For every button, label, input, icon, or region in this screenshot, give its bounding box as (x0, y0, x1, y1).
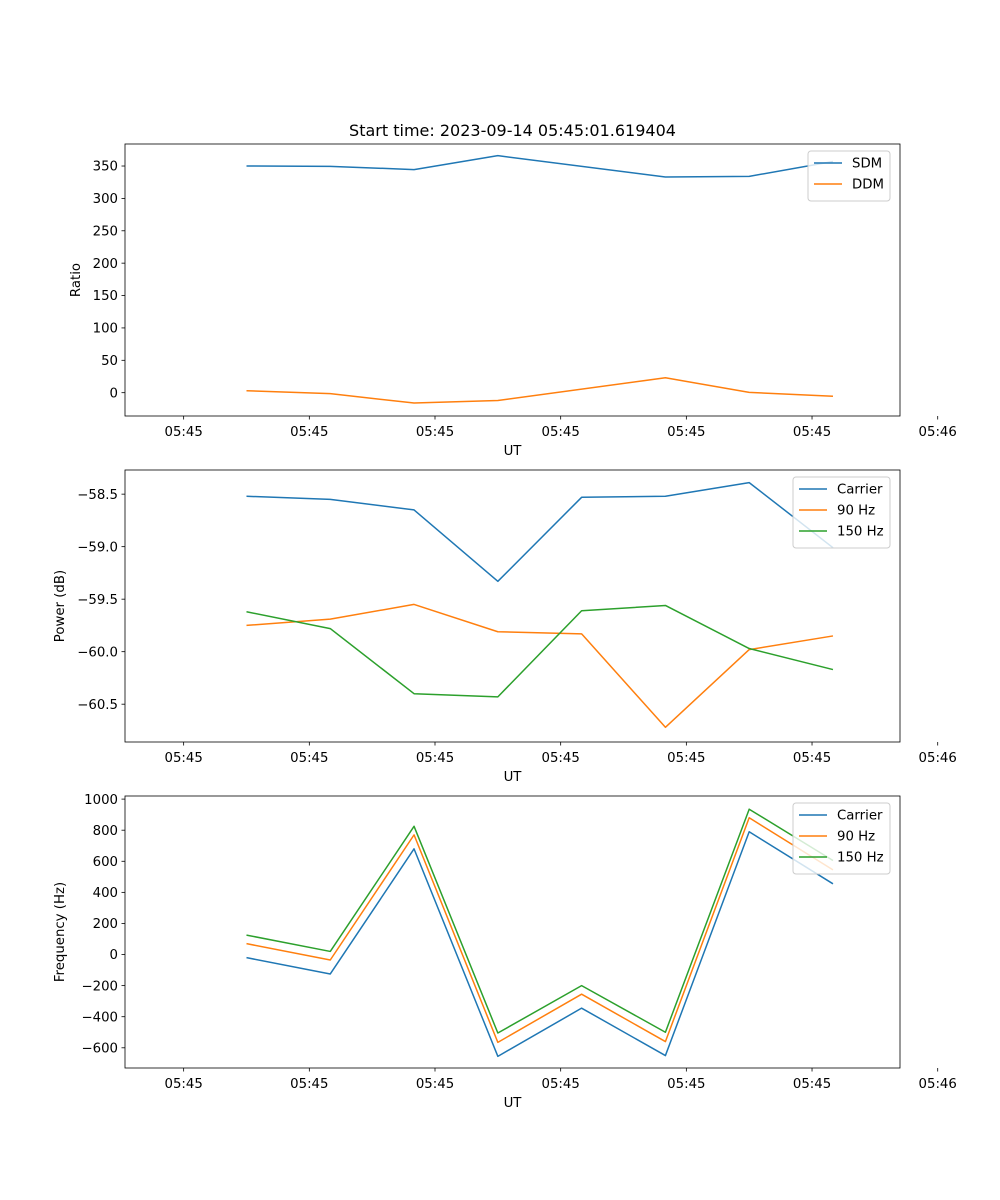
y-tick-label: 0 (110, 386, 118, 401)
x-tick-label: 05:45 (793, 425, 831, 440)
y-tick-label: 400 (93, 886, 118, 901)
x-tick-label: 05:45 (290, 1077, 328, 1092)
y-tick-label: 800 (93, 824, 118, 839)
series-group (246, 808, 834, 1058)
x-tick-label: 05:45 (667, 1077, 705, 1092)
series-line-150-hz (246, 808, 834, 1034)
y-tick-label: 50 (101, 354, 118, 369)
x-axis-label: UT (504, 770, 523, 785)
y-tick-label: −58.5 (77, 488, 118, 503)
y-tick-label: 200 (93, 917, 118, 932)
x-tick-label: 05:46 (919, 751, 957, 766)
plot-frame (124, 143, 901, 417)
legend-label: 90 Hz (837, 830, 875, 845)
y-tick-label: 600 (93, 855, 118, 870)
y-tick-label: −200 (81, 979, 118, 994)
x-tick-label: 05:45 (164, 751, 202, 766)
chart-title: Start time: 2023-09-14 05:45:01.619404 (349, 121, 676, 140)
x-tick-label: 05:45 (542, 425, 580, 440)
y-tick-label: −60.5 (77, 698, 118, 713)
y-tick-label: −59.0 (77, 540, 118, 555)
y-axis-label: Frequency (Hz) (53, 882, 68, 982)
x-tick-label: 05:45 (793, 1077, 831, 1092)
x-tick-label: 05:45 (793, 751, 831, 766)
x-tick-label: 05:45 (416, 425, 454, 440)
series-line-carrier (246, 831, 834, 1058)
x-tick-label: 05:45 (290, 751, 328, 766)
legend: SDM DDM (807, 150, 891, 202)
legend-label: Carrier (837, 809, 883, 824)
legend-label: DDM (852, 178, 884, 193)
series-group (246, 154, 834, 404)
x-tick-label: 05:46 (919, 425, 957, 440)
x-tick-label: 05:45 (164, 1077, 202, 1092)
legend-label: 150 Hz (837, 851, 884, 866)
y-axis-label: Power (dB) (53, 570, 68, 642)
y-tick-label: 200 (93, 257, 118, 272)
y-tick-label: 150 (93, 289, 118, 304)
x-tick-label: 05:45 (290, 425, 328, 440)
panel-3: 05:45 05:45 05:45 05:45 05:45 05:45 05:46 −600 −… (53, 793, 957, 1111)
legend: Carrier 90 Hz 150 Hz (792, 802, 891, 875)
series-line-150-hz (246, 604, 834, 698)
y-tick-label: −400 (81, 1010, 118, 1025)
x-tick-label: 05:45 (416, 751, 454, 766)
y-tick-label: −59.5 (77, 593, 118, 608)
x-tick-label: 05:45 (164, 425, 202, 440)
panel-2: 05:45 05:45 05:45 05:45 05:45 05:45 05:46 −60.5… (53, 469, 957, 785)
y-axis-label: Ratio (69, 263, 84, 297)
x-tick-label: 05:45 (667, 751, 705, 766)
series-group (246, 481, 834, 729)
y-tick-label: 350 (93, 160, 118, 175)
x-axis-label: UT (504, 444, 523, 459)
legend-label: Carrier (837, 483, 883, 498)
legend-label: 150 Hz (837, 525, 884, 540)
legend-label: 90 Hz (837, 504, 875, 519)
x-tick-label: 05:45 (416, 1077, 454, 1092)
series-line-carrier (246, 481, 834, 583)
panel-1: 05:45 05:45 05:45 05:45 05:45 05:45 05:46 0 50 10… (69, 121, 957, 459)
legend: Carrier 90 Hz 150 Hz (792, 476, 891, 549)
x-tick-label: 05:45 (542, 1077, 580, 1092)
y-tick-label: 1000 (84, 793, 118, 808)
plot-frame (124, 795, 901, 1069)
y-tick-label: 300 (93, 192, 118, 207)
series-line-ddm (246, 377, 834, 404)
y-tick-label: 100 (93, 322, 118, 337)
legend-label: SDM (852, 157, 882, 172)
y-tick-label: 0 (110, 948, 118, 963)
x-tick-label: 05:45 (667, 425, 705, 440)
y-tick-label: −600 (81, 1041, 118, 1056)
y-tick-label: −60.0 (77, 645, 118, 660)
x-axis-label: UT (504, 1096, 523, 1111)
x-tick-label: 05:45 (542, 751, 580, 766)
x-tick-label: 05:46 (919, 1077, 957, 1092)
series-line-90-hz (246, 817, 834, 1044)
series-line-90-hz (246, 603, 834, 729)
series-line-sdm (246, 154, 834, 178)
y-tick-label: 250 (93, 224, 118, 239)
plot-frame (124, 469, 901, 743)
